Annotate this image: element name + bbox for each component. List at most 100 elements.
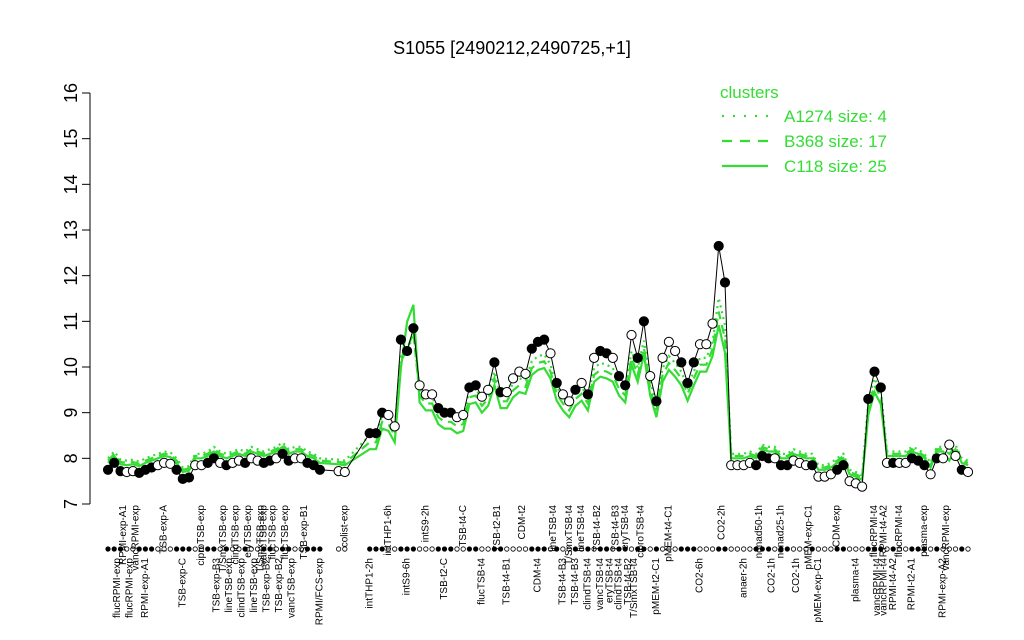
data-point: [676, 357, 687, 368]
rug-mark: [142, 546, 148, 552]
rug-mark: [809, 546, 815, 552]
x-tick-label: RPMI-exp-A1: [140, 558, 151, 618]
rug-mark: [716, 546, 722, 552]
data-point: [483, 384, 494, 395]
rug-mark: [541, 546, 547, 552]
x-tick-label: CO2-1h: [766, 558, 777, 593]
x-tick-label: TSB-t4-C: [458, 505, 469, 547]
y-axis: 7 8 9 10 11 12 13 14 15 16: [61, 83, 91, 509]
rug-mark: [217, 546, 223, 552]
chart-title: S1055 [2490212,2490725,+1]: [393, 38, 631, 58]
rug-mark: [921, 546, 928, 552]
data-point: [607, 352, 618, 363]
x-axis-labels: flucRPMI-expRPMI-exp-A1flucRPMI-expvancR…: [112, 505, 952, 626]
rug-mark: [304, 546, 310, 552]
x-tick-label: TSB-t2-B1: [492, 505, 503, 552]
data-point: [919, 460, 930, 471]
rug-mark: [853, 546, 859, 552]
data-point: [701, 339, 712, 350]
rug-mark: [473, 546, 479, 552]
data-point: [663, 336, 675, 347]
data-point: [564, 396, 575, 407]
rug-mark: [822, 546, 828, 552]
rug-mark: [273, 546, 279, 552]
x-tick-label: vancRPMI-t4: [879, 558, 890, 616]
rug-mark: [342, 546, 348, 552]
data-point: [557, 389, 569, 400]
data-point: [713, 240, 724, 252]
rug-mark: [778, 546, 784, 552]
rug-mark: [616, 546, 622, 552]
rug-mark: [385, 546, 391, 552]
x-tick-label: colist-exp: [339, 505, 350, 548]
data-point: [582, 389, 594, 400]
x-tick-label: TSB-exp-A: [159, 505, 170, 554]
rug-mark: [460, 546, 466, 552]
rug-mark: [610, 546, 616, 552]
rug-mark: [510, 546, 516, 552]
rug-mark: [884, 546, 890, 552]
x-tick-label: CO2-2h: [716, 505, 727, 540]
rug-mark: [298, 546, 304, 552]
x-tick-label: flucTSB-exp: [268, 505, 279, 560]
rug-mark: [603, 546, 610, 552]
rug-mark: [117, 546, 124, 552]
rug-mark: [516, 546, 522, 552]
data-point: [277, 448, 288, 459]
x-tick-label: TSB-t4-B3: [570, 558, 581, 605]
rug-mark: [155, 546, 161, 552]
y-tick-label: 7: [61, 499, 81, 509]
data-point: [314, 464, 325, 475]
rug-mark: [697, 546, 703, 552]
data-point: [632, 352, 643, 363]
rug-mark: [747, 546, 753, 552]
legend-title: clusters: [720, 83, 779, 102]
data-point: [613, 371, 625, 382]
data-point: [688, 357, 699, 368]
data-point: [570, 384, 581, 395]
rug-mark: [205, 546, 211, 552]
rug-mark: [236, 546, 242, 552]
data-point: [183, 472, 195, 483]
rug-mark: [410, 546, 416, 552]
data-point: [414, 380, 425, 391]
rug-mark: [915, 546, 921, 552]
rug-mark: [504, 546, 510, 552]
x-tick-label: RPMI-t2-A1: [907, 558, 918, 611]
data-point: [109, 457, 120, 468]
rug-mark: [136, 546, 142, 552]
x-tick-label: T/SmxTSB-t4: [629, 558, 640, 618]
rug-mark: [248, 546, 254, 552]
rug-mark: [535, 546, 541, 552]
cluster-line-dashed: [107, 311, 969, 480]
data-point: [769, 453, 780, 464]
x-tick-label: anaer-2h: [738, 558, 749, 598]
data-point: [719, 277, 731, 288]
data-point: [863, 393, 874, 405]
data-point: [389, 421, 400, 432]
rug-mark: [578, 546, 585, 552]
rug-mark: [828, 546, 834, 552]
rug-mark: [423, 546, 429, 552]
data-point: [944, 439, 955, 450]
rug-mark: [529, 546, 535, 552]
data-point: [950, 450, 961, 462]
rug-mark: [585, 546, 591, 552]
data-point: [645, 371, 656, 382]
x-tick-label: pMEM-t4-C1: [664, 505, 675, 562]
rug-mark: [753, 546, 759, 552]
x-tick-label: eryTSB-t4: [620, 505, 631, 550]
rug-mark: [404, 546, 410, 552]
rug-mark: [311, 546, 317, 552]
rug-mark: [946, 546, 952, 552]
y-tick-label: 16: [61, 83, 81, 103]
data-point: [925, 469, 936, 480]
rug-mark: [653, 546, 660, 552]
x-tick-label: TSB-exp-B1: [299, 505, 310, 560]
x-tick-label: lineTSB-exp: [249, 558, 260, 613]
x-tick-label: RPMI-exp-A1: [118, 505, 129, 565]
rug-mark: [167, 546, 173, 552]
rug-mark: [105, 546, 111, 552]
rug-mark: [765, 546, 772, 552]
x-tick-label: flucTSB-exp: [280, 505, 291, 560]
